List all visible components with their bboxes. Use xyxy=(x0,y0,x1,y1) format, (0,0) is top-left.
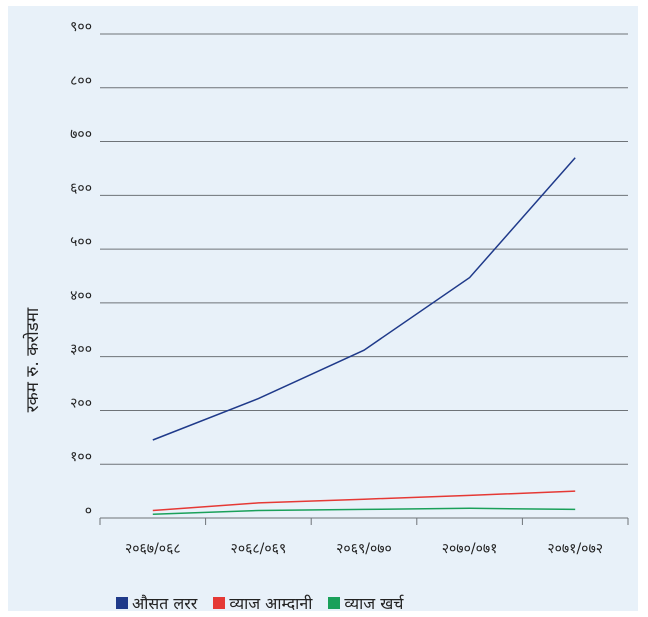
legend-item-series-1: औसत लरर xyxy=(116,592,197,614)
y-tick-label: ८०० xyxy=(70,73,92,89)
y-axis-label: रकम रु. करोडमा xyxy=(22,307,43,412)
legend-label-series-1: औसत लरर xyxy=(132,594,198,613)
y-tick-label: ७०० xyxy=(70,127,92,143)
y-tick-label: १०० xyxy=(70,449,92,465)
series-line-3 xyxy=(152,507,576,515)
x-tick-label: २०७१/०७२ xyxy=(547,541,603,557)
y-tick-label: ५०० xyxy=(70,234,92,250)
x-tick-label: २०६७/०६८ xyxy=(125,541,181,557)
legend-item-series-2: व्याज आम्दानी xyxy=(213,592,312,614)
y-tick-label: ४०० xyxy=(70,288,92,304)
series-line-1 xyxy=(152,157,576,441)
legend-swatch-series-3 xyxy=(328,597,341,609)
legend-swatch-series-2 xyxy=(213,597,226,609)
chart-legend: औसत लरर व्याज आम्दानी व्याज खर्च xyxy=(116,592,403,614)
legend-label-series-2: व्याज आम्दानी xyxy=(229,594,313,613)
x-tick-label: २०६८/०६९ xyxy=(231,541,287,557)
y-tick-label: २०० xyxy=(70,395,92,411)
legend-swatch-series-1 xyxy=(116,597,128,609)
y-tick-label: ३०० xyxy=(70,342,92,358)
legend-label-series-3: व्याज खर्च xyxy=(344,594,404,613)
y-tick-label: ९०० xyxy=(70,19,92,35)
x-tick-label: २०६९/०७० xyxy=(336,541,392,557)
x-tick-label: २०७०/०७१ xyxy=(442,541,498,557)
series-line-2 xyxy=(152,490,576,512)
legend-item-series-3: व्याज खर्च xyxy=(328,592,403,614)
y-tick-label: ६०० xyxy=(70,180,92,196)
y-tick-label: ० xyxy=(85,503,92,519)
